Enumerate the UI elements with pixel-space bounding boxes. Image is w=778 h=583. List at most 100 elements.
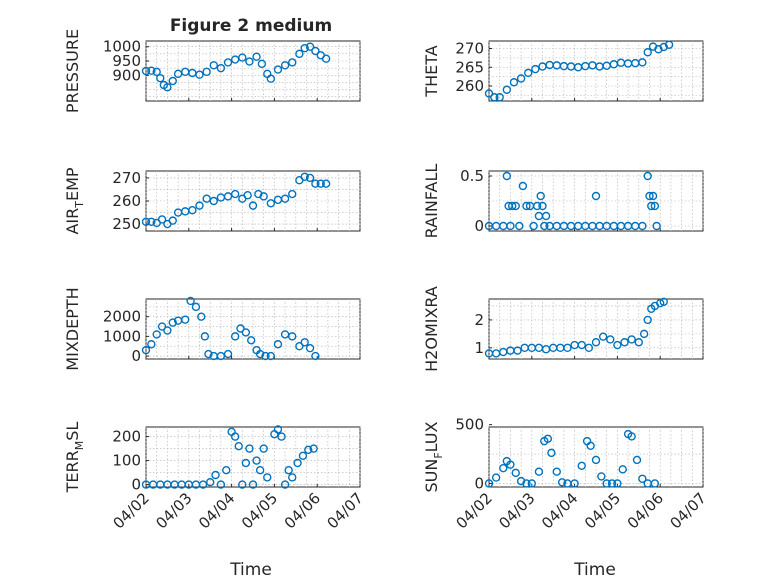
data-point (643, 315, 652, 325)
data-point (648, 191, 658, 201)
data-point (515, 221, 524, 231)
data-point (664, 40, 674, 49)
data-point (311, 351, 320, 361)
y-tick-label: 0 (474, 474, 484, 492)
x-tick-label: 04/04 (538, 489, 581, 532)
x-tick-label: 04/05 (581, 489, 624, 532)
data-point (563, 343, 572, 353)
data-point (257, 59, 267, 69)
x-axis-label-left: Time (229, 560, 272, 580)
data-point (168, 318, 177, 327)
y-tick-label: 200 (112, 428, 141, 446)
data-point (659, 42, 668, 52)
data-point (305, 343, 315, 353)
y-tick-label: 0 (131, 476, 141, 494)
data-point (188, 206, 197, 215)
data-point (247, 336, 256, 345)
data-point (627, 432, 636, 441)
data-point (502, 85, 512, 94)
figure-title: Figure 2 medium (170, 16, 332, 36)
data-point (618, 465, 627, 474)
y-tick-label: 2 (474, 311, 484, 329)
data-point (531, 64, 540, 74)
data-point (591, 455, 601, 465)
data-point (516, 74, 526, 83)
data-point (280, 194, 290, 203)
data-point (198, 480, 208, 489)
data-point (518, 181, 528, 191)
data-point (191, 302, 201, 312)
data-point (293, 458, 302, 468)
data-point (255, 466, 265, 475)
data-point (639, 329, 649, 339)
y-axis-label: THETA (422, 45, 441, 97)
data-point (181, 315, 190, 324)
data-point (223, 58, 233, 67)
data-point (534, 467, 544, 476)
data-point (536, 191, 545, 201)
data-point (541, 211, 551, 221)
data-point (532, 201, 542, 211)
y-tick-label: 270 (112, 169, 141, 187)
data-point (311, 46, 320, 56)
data-point (266, 199, 276, 208)
data-point (152, 330, 161, 339)
data-point (230, 432, 240, 441)
data-point (506, 221, 515, 231)
x-tick-label: 04/02 (110, 489, 153, 532)
y-tick-label: 250 (112, 215, 141, 233)
data-point (254, 189, 263, 199)
x-tick-label: 04/07 (324, 489, 367, 532)
data-point (647, 201, 656, 211)
y-tick-label: 950 (112, 52, 141, 70)
y-axis-label: MIXDEPTH (63, 287, 82, 370)
data-point (659, 297, 668, 306)
data-point (202, 194, 211, 203)
y-tick-label: 1000 (103, 327, 141, 345)
y-tick-label: 270 (455, 40, 484, 58)
data-point (643, 48, 652, 57)
data-point (577, 340, 586, 350)
data-point (522, 201, 531, 211)
data-point (266, 74, 276, 83)
data-point (211, 470, 220, 480)
data-point (502, 171, 512, 181)
data-point (147, 66, 156, 75)
data-point (209, 196, 218, 206)
data-point (295, 49, 304, 59)
data-point (499, 463, 508, 473)
x-tick-label: 04/07 (667, 489, 710, 532)
data-point (638, 221, 647, 231)
subplot-h2omixra: 1 2 H2OMIXRA (422, 286, 704, 372)
data-point (305, 173, 315, 183)
data-point (506, 460, 515, 469)
y-axis-label: H2OMIXRA (422, 286, 441, 372)
data-point (540, 221, 549, 231)
data-point (230, 189, 240, 199)
data-point (259, 192, 268, 201)
data-point (147, 340, 156, 349)
data-point (230, 332, 240, 341)
data-point (598, 332, 608, 341)
data-point (586, 441, 595, 451)
data-point (522, 479, 531, 488)
data-point (263, 473, 272, 482)
data-point (259, 444, 268, 453)
data-point (507, 201, 517, 211)
data-point (527, 479, 536, 488)
x-tick-label: 04/06 (624, 489, 667, 532)
data-point (243, 191, 252, 200)
y-tick-label: 2000 (103, 308, 141, 326)
data-point (216, 63, 226, 73)
data-point (252, 456, 261, 465)
data-point (234, 442, 243, 451)
data-point (186, 296, 195, 306)
y-tick-label: 260 (112, 192, 141, 210)
data-point (584, 343, 594, 353)
data-point (141, 345, 151, 355)
data-point (238, 480, 247, 489)
data-point (255, 349, 265, 359)
data-point (632, 455, 642, 465)
x-axis-label-right: Time (573, 560, 616, 580)
